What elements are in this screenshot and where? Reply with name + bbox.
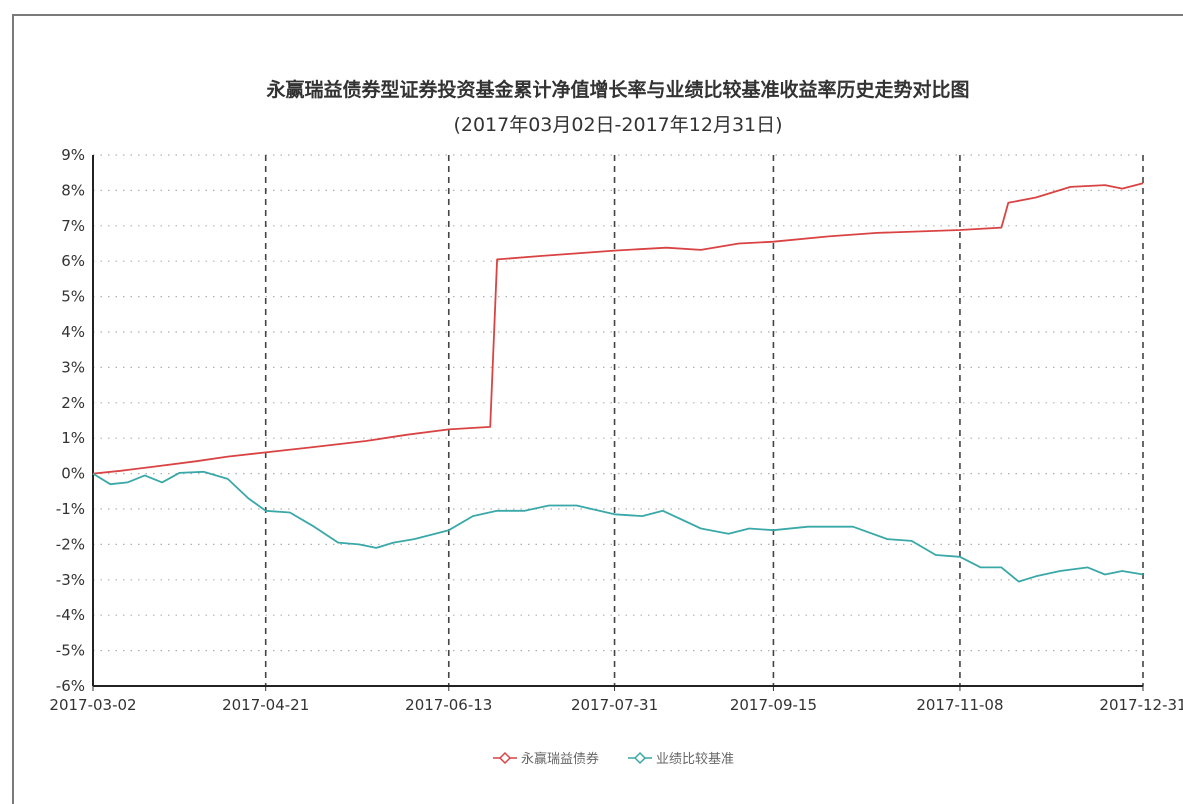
legend-label[interactable]: 永赢瑞益债券 <box>521 751 599 767</box>
y-tick-label: 4% <box>61 323 85 341</box>
y-tick-label: -6% <box>56 677 85 695</box>
series-line-2 <box>93 472 1143 582</box>
y-tick-label: -3% <box>56 571 85 589</box>
y-tick-label: 0% <box>61 465 85 483</box>
y-tick-label: 9% <box>61 146 85 164</box>
x-tick-label: 2017-06-13 <box>405 696 492 714</box>
chart-subtitle: (2017年03月02日-2017年12月31日) <box>453 114 782 136</box>
y-tick-label: 7% <box>61 217 85 235</box>
x-tick-label: 2017-12-31 <box>1099 696 1183 714</box>
y-tick-label: 6% <box>61 252 85 270</box>
x-tick-label: 2017-07-31 <box>571 696 658 714</box>
y-tick-label: -2% <box>56 535 85 553</box>
legend-label[interactable]: 业绩比较基准 <box>656 752 734 767</box>
y-tick-label: 3% <box>61 358 85 376</box>
x-tick-label: 2017-09-15 <box>730 696 817 714</box>
axes-layer: 9%8%7%6%5%4%3%2%1%0%-1%-2%-3%-4%-5%-6%20… <box>49 146 1183 714</box>
y-tick-label: -1% <box>56 500 85 518</box>
y-tick-label: -5% <box>56 642 85 660</box>
y-tick-label: -4% <box>56 606 85 624</box>
series-line-1 <box>93 183 1143 473</box>
y-tick-label: 1% <box>61 429 85 447</box>
line-chart: 永赢瑞益债券型证券投资基金累计净值增长率与业绩比较基准收益率历史走势对比图 (2… <box>0 0 1183 768</box>
grid-layer <box>93 155 1143 686</box>
legend-marker-icon <box>500 753 510 763</box>
y-tick-label: 2% <box>61 394 85 412</box>
legend: 永赢瑞益债券 业绩比较基准 <box>493 751 734 767</box>
x-tick-label: 2017-04-21 <box>222 696 309 714</box>
y-tick-label: 5% <box>61 288 85 306</box>
series-layer <box>93 183 1143 581</box>
chart-title: 永赢瑞益债券型证券投资基金累计净值增长率与业绩比较基准收益率历史走势对比图 <box>265 78 969 101</box>
legend-marker-icon <box>635 753 645 763</box>
y-tick-label: 8% <box>61 181 85 199</box>
x-tick-label: 2017-03-02 <box>49 696 136 714</box>
x-tick-label: 2017-11-08 <box>916 696 1003 714</box>
